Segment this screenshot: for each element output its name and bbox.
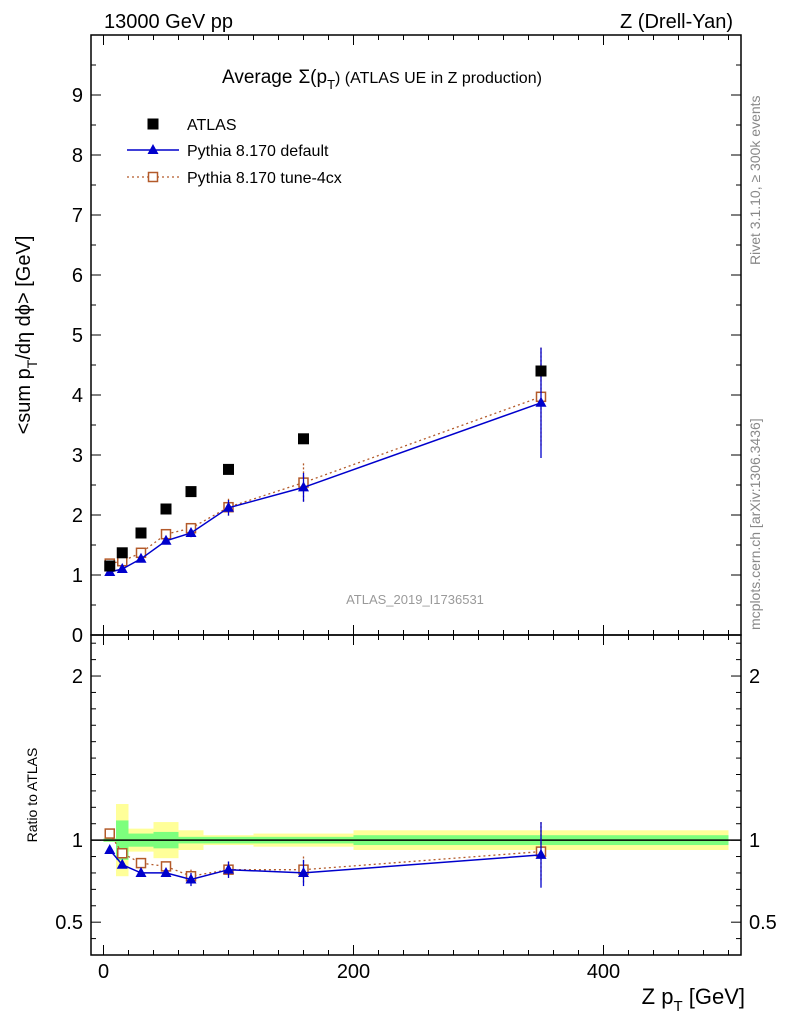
- legend-default-label: Pythia 8.170 default: [187, 143, 329, 160]
- ratio-tune4cx-point: [104, 828, 115, 839]
- main-atlas-point: [160, 503, 172, 515]
- main-y-tick-label: 0: [72, 625, 83, 647]
- x-tick-label: 200: [337, 961, 370, 983]
- main-default-point: [298, 481, 309, 492]
- ratio-default-point: [160, 866, 172, 877]
- ratio-panel-ticks: 0.5 0.5 1 1 2 2 0 200 400: [55, 635, 777, 983]
- main-y-tick-label: 1: [72, 565, 83, 587]
- main-atlas-point: [104, 560, 116, 572]
- ratio-tune4cx-point: [117, 848, 128, 859]
- legend-tune-marker: [147, 171, 159, 183]
- main-atlas-point: [535, 365, 547, 377]
- main-y-tick-label: 5: [72, 325, 83, 347]
- main-default-point: [223, 501, 234, 512]
- x-tick-label: 0: [98, 961, 109, 983]
- main-y-tick-label: 6: [72, 265, 83, 287]
- main-default-point: [135, 552, 147, 563]
- ratio-uncertainty-bands: [91, 804, 741, 877]
- main-default-line: [109, 402, 542, 573]
- ratio-y-tick-label-right: 2: [749, 666, 760, 688]
- legend-atlas-marker: [147, 118, 159, 130]
- legend: ATLAS Pythia 8.170 default Pythia 8.170 tu…: [127, 117, 342, 187]
- ratio-y-tick-label: 0.5: [55, 912, 83, 934]
- main-default-point: [535, 396, 547, 407]
- legend-tune-label: Pythia 8.170 tune-4cx: [187, 170, 342, 187]
- main-panel-series: [104, 347, 547, 576]
- main-y-tick-label: 4: [72, 385, 83, 407]
- main-atlas-point: [223, 463, 234, 475]
- ratio-y-tick-label: 1: [72, 830, 83, 852]
- legend-default-marker: [147, 144, 159, 154]
- ratio-panel-frame: [90, 634, 742, 956]
- main-y-tick-label: 2: [72, 505, 83, 527]
- rivet-label: Rivet 3.1.10, ≥ 300k events: [747, 95, 763, 265]
- ratio-default-point: [535, 848, 547, 859]
- x-tick-label: 400: [587, 961, 620, 983]
- ratio-y-tick-label: 2: [72, 666, 83, 688]
- main-atlas-point: [185, 486, 197, 498]
- ratio-default-point: [185, 873, 197, 884]
- ratio-panel-series: [104, 822, 547, 888]
- ratio-default-point: [223, 863, 234, 874]
- ratio-tune4cx-point: [135, 857, 147, 869]
- ratio-default-point: [104, 843, 116, 854]
- header-right: Z (Drell-Yan): [620, 11, 733, 33]
- main-y-tick-label: 8: [72, 145, 83, 167]
- main-default-point: [185, 527, 197, 537]
- header-left: 13000 GeV pp: [104, 11, 233, 33]
- ratio-y-tick-label-right: 1: [749, 830, 760, 852]
- main-default-point: [160, 534, 172, 545]
- main-y-tick-label: 7: [72, 205, 83, 227]
- main-panel-ticks: 0 1 2 3 4 5 6 7 8 9: [72, 34, 741, 647]
- main-atlas-point: [298, 433, 309, 445]
- main-y-axis-label: <sum pT/dη dϕ> [GeV]: [13, 236, 40, 435]
- x-axis-label: Z pT [GeV]: [642, 984, 745, 1015]
- ratio-default-point: [135, 866, 147, 877]
- legend-atlas-label: ATLAS: [187, 117, 237, 134]
- ratio-y-axis-label: Ratio to ATLAS: [24, 748, 40, 843]
- ratio-y-tick-label-right: 0.5: [749, 912, 777, 934]
- ratio-default-point: [116, 858, 128, 869]
- main-atlas-point: [135, 527, 147, 539]
- main-y-tick-label: 9: [72, 85, 83, 107]
- plot-title: Average Σ(pT) (ATLAS UE in Z production): [222, 67, 542, 92]
- mcplots-label: mcplots.cern.ch [arXiv:1306.3436]: [747, 418, 763, 630]
- main-atlas-point: [116, 547, 128, 559]
- main-y-tick-label: 3: [72, 445, 83, 467]
- main-default-point: [116, 563, 128, 573]
- ratio-default-point: [298, 866, 309, 877]
- analysis-watermark: ATLAS_2019_I1736531: [346, 592, 484, 607]
